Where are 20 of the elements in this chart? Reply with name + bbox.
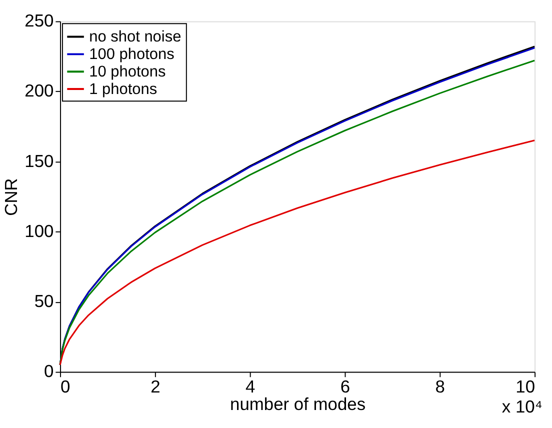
x-tick-label: 4 xyxy=(245,376,256,397)
x-tick-label: 0 xyxy=(60,376,71,397)
y-axis-title: CNR xyxy=(0,178,21,216)
x-tick-label: 10 xyxy=(516,376,536,397)
y-tick-label: 0 xyxy=(44,361,54,382)
line-series xyxy=(59,140,536,366)
x-axis-title: number of modes xyxy=(230,394,366,414)
y-tick-label: 50 xyxy=(34,291,54,312)
x-tick-label: 8 xyxy=(435,376,445,397)
legend-label: 100 photons xyxy=(89,46,175,64)
legend-label: no shot noise xyxy=(89,28,182,46)
y-tick-label: 200 xyxy=(24,80,54,101)
legend-label: 10 photons xyxy=(89,63,166,80)
x-tick-label: 6 xyxy=(340,376,350,397)
y-tick-label: 150 xyxy=(24,150,54,171)
y-tick-label: 100 xyxy=(24,220,54,241)
x-tick-label: 2 xyxy=(150,376,160,397)
text: x 10⁴ xyxy=(502,396,542,416)
legend-label: 1 photons xyxy=(89,80,158,98)
y-tick-label: 250 xyxy=(24,10,54,31)
